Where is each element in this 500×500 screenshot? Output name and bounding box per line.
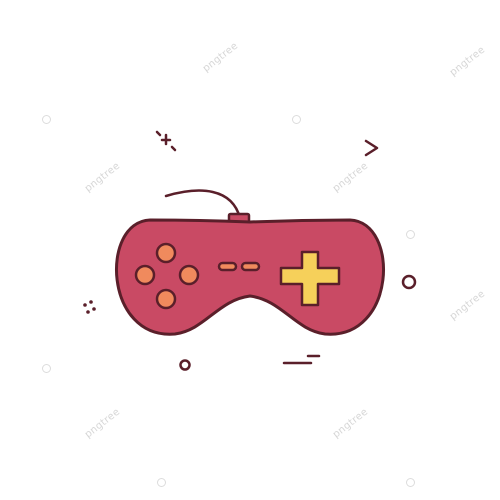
button-top (155, 242, 177, 264)
button-left (134, 264, 156, 286)
button-bottom (155, 288, 177, 310)
watermark-dot (157, 478, 166, 487)
circle-icon (401, 274, 417, 290)
chevron-right-icon (364, 139, 379, 157)
circle-icon (179, 359, 191, 371)
select-button (217, 261, 238, 272)
dots-icon (83, 300, 96, 314)
watermark-dot (42, 364, 51, 373)
gamepad-icon (114, 218, 386, 336)
dash-icon (282, 354, 321, 365)
button-right (178, 264, 200, 286)
watermark-dot (292, 115, 301, 124)
cable-line (164, 189, 242, 220)
watermark-dot (406, 230, 415, 239)
sparkle-icon (155, 130, 177, 152)
watermark-dot (42, 115, 51, 124)
dpad-icon (279, 250, 341, 307)
watermark-dot (406, 478, 415, 487)
start-button (240, 261, 261, 272)
